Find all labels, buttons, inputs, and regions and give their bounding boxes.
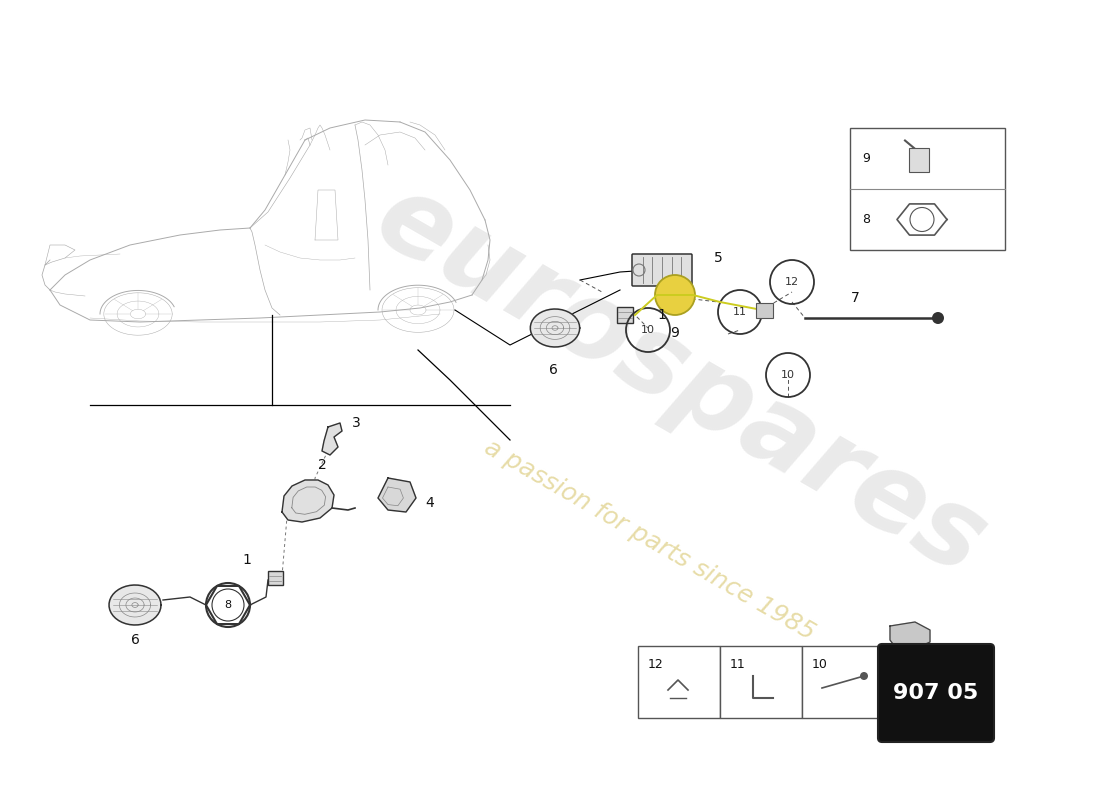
- Bar: [850, 128, 1005, 250]
- Circle shape: [932, 312, 944, 324]
- Text: 10: 10: [781, 370, 795, 380]
- Polygon shape: [530, 309, 580, 347]
- Text: 10: 10: [812, 658, 828, 670]
- Text: 907 05: 907 05: [893, 683, 979, 703]
- FancyBboxPatch shape: [878, 644, 994, 742]
- Polygon shape: [322, 423, 342, 455]
- Text: 9: 9: [671, 326, 680, 340]
- Text: 2: 2: [318, 458, 327, 472]
- Bar: [638, 646, 721, 718]
- Circle shape: [860, 672, 868, 680]
- Text: 5: 5: [714, 251, 723, 265]
- Polygon shape: [109, 585, 161, 625]
- Text: 1: 1: [243, 553, 252, 567]
- FancyBboxPatch shape: [756, 303, 772, 318]
- Text: 9: 9: [862, 152, 870, 165]
- Text: 11: 11: [733, 307, 747, 317]
- Text: 12: 12: [785, 277, 799, 287]
- Text: 6: 6: [131, 633, 140, 647]
- Text: 8: 8: [862, 213, 870, 226]
- Bar: [720, 646, 802, 718]
- Text: 4: 4: [426, 496, 434, 510]
- Text: 11: 11: [730, 658, 746, 670]
- Text: 3: 3: [352, 416, 361, 430]
- Text: 12: 12: [648, 658, 663, 670]
- FancyBboxPatch shape: [617, 307, 634, 322]
- Polygon shape: [282, 480, 334, 522]
- Polygon shape: [890, 622, 930, 650]
- Text: eurospares: eurospares: [356, 162, 1003, 598]
- Bar: [802, 646, 884, 718]
- Text: 8: 8: [224, 600, 232, 610]
- Polygon shape: [378, 478, 416, 512]
- Text: 7: 7: [850, 291, 859, 305]
- Circle shape: [654, 275, 695, 315]
- Text: a passion for parts since 1985: a passion for parts since 1985: [481, 435, 820, 645]
- FancyBboxPatch shape: [909, 147, 929, 171]
- FancyBboxPatch shape: [267, 571, 283, 585]
- FancyBboxPatch shape: [632, 254, 692, 286]
- Text: 1: 1: [657, 308, 665, 322]
- Text: 10: 10: [641, 325, 654, 335]
- Polygon shape: [898, 644, 925, 658]
- Text: 6: 6: [549, 363, 558, 377]
